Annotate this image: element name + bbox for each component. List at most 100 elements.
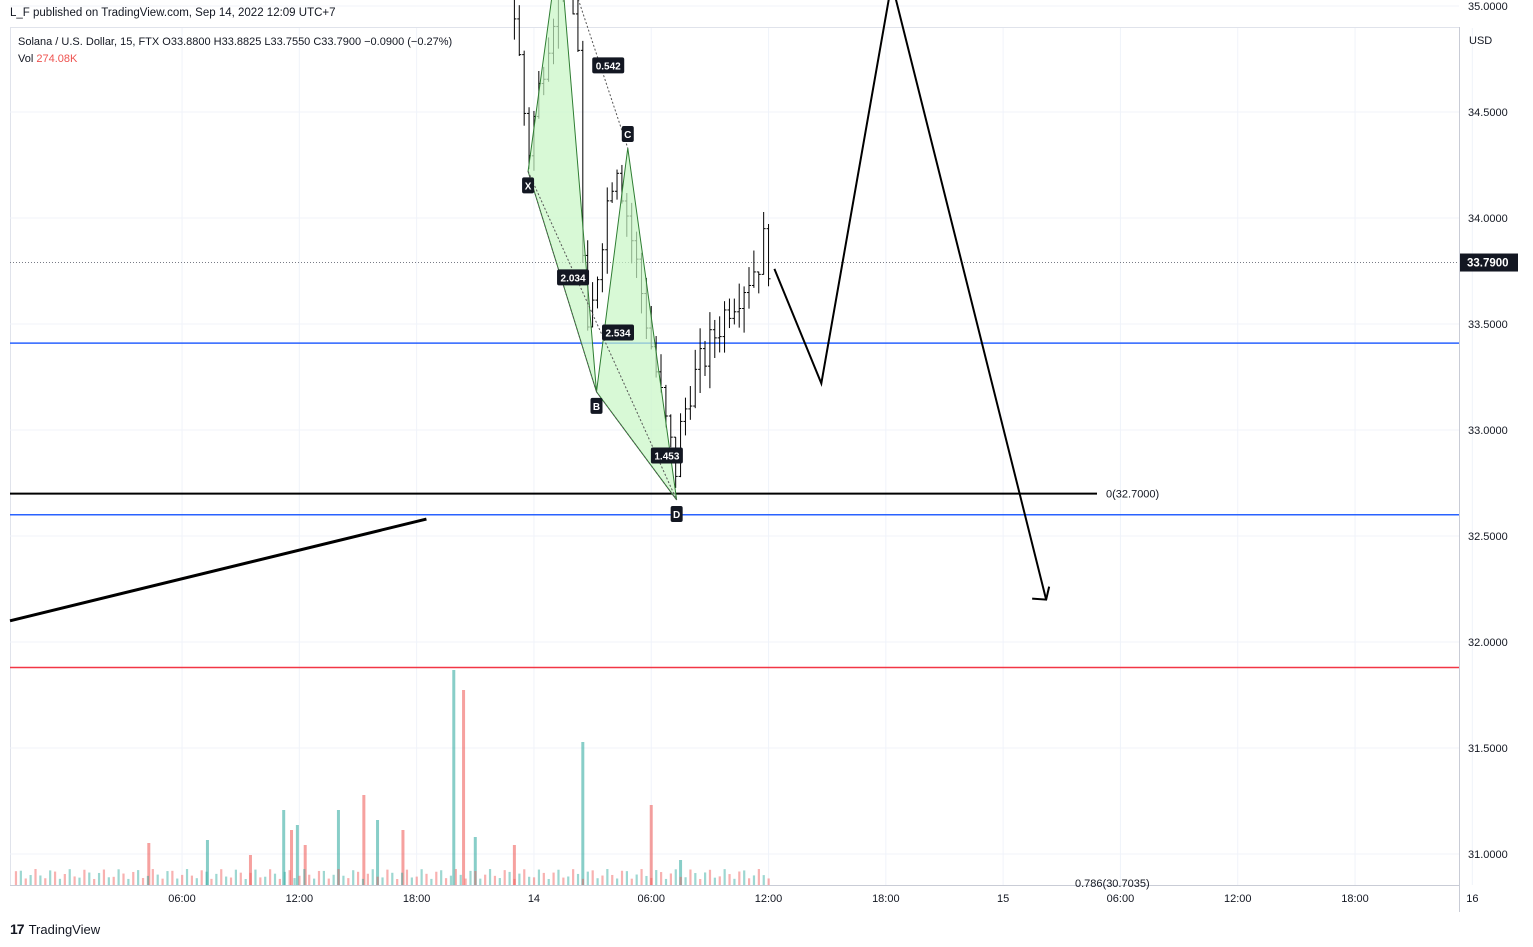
volume-bar <box>376 876 379 885</box>
volume-bar <box>244 878 247 885</box>
volume-bar <box>459 874 462 885</box>
volume-bar <box>620 870 624 885</box>
volume-bar <box>200 870 203 885</box>
volume-bar <box>248 855 252 885</box>
volume-bar <box>581 742 585 885</box>
volume-bar <box>503 870 506 885</box>
time-tick-label: 18:00 <box>1341 893 1369 905</box>
volume-bar <box>674 869 677 885</box>
pattern-ratio-badge <box>650 447 683 464</box>
volume-bar <box>400 872 404 885</box>
time-tick-label: 16 <box>1466 893 1478 905</box>
pattern-point-label: C <box>624 130 631 141</box>
volume-bar <box>58 878 62 885</box>
volume-bar <box>625 871 629 885</box>
volume-bar <box>767 878 770 885</box>
pattern-ratio-badge <box>602 324 635 341</box>
volume-bar <box>567 876 570 885</box>
volume-bar <box>518 873 521 885</box>
volume-bar <box>572 869 575 885</box>
volume-bar <box>181 874 184 885</box>
time-tick-label: 18:00 <box>403 893 431 905</box>
volume-bar <box>102 869 106 885</box>
volume-bar <box>718 876 721 885</box>
volume-bar <box>190 875 194 885</box>
volume-bar <box>68 869 71 885</box>
volume-bar <box>366 873 369 885</box>
pattern-point-badge <box>670 505 683 522</box>
time-tick-label: 12:00 <box>1224 893 1252 905</box>
volume-bar <box>117 869 120 885</box>
volume-bar <box>88 872 91 885</box>
pattern-ratio-label: 0.542 <box>596 61 621 72</box>
volume-bar <box>689 869 692 885</box>
volume-bar <box>73 876 76 885</box>
volume-bar <box>586 871 589 885</box>
time-tick-label: 18:00 <box>872 893 900 905</box>
volume-bar <box>664 878 668 885</box>
volume-bar <box>684 877 687 885</box>
volume-bar <box>655 870 658 885</box>
last-price-badge <box>1460 253 1518 272</box>
last-price-label: 33.7900 <box>1467 258 1509 270</box>
volume-bar <box>19 870 22 885</box>
volume-bar <box>484 874 487 885</box>
volume-bar <box>650 877 653 885</box>
volume-bar <box>347 878 350 885</box>
volume-bar <box>537 869 541 885</box>
pattern-point-badge <box>621 126 634 143</box>
volume-bar <box>606 869 609 885</box>
volume-bar <box>195 878 198 885</box>
volume-bar <box>513 878 516 885</box>
volume-bar <box>278 878 281 885</box>
volume-bar <box>738 871 741 885</box>
volume-bar <box>401 830 405 885</box>
volume-bar <box>229 877 233 885</box>
volume-bar <box>679 876 682 885</box>
time-tick-label: 06:00 <box>1107 893 1135 905</box>
time-tick-label: 12:00 <box>755 893 783 905</box>
volume-bar <box>166 871 169 885</box>
volume-bar <box>430 878 433 885</box>
volume-bar <box>34 869 37 885</box>
pattern-point-label: B <box>593 402 600 413</box>
volume-bar <box>747 878 751 885</box>
volume-bar <box>640 869 643 885</box>
volume-bar <box>290 830 294 885</box>
volume-bar <box>156 874 159 885</box>
chart-legend: Solana / U.S. Dollar, 15, FTX O33.8800 H… <box>18 34 452 68</box>
symbol-line: Solana / U.S. Dollar, 15, FTX O33.8800 H… <box>18 36 453 48</box>
volume-bar <box>473 837 477 885</box>
volume-bar <box>44 878 47 885</box>
chart-pane[interactable] <box>10 27 1459 886</box>
volume-bar <box>415 876 418 885</box>
pattern-point-label: X <box>525 181 532 192</box>
volume-bar <box>405 869 409 885</box>
price-tick-label: 35.0000 <box>1468 1 1508 13</box>
volume-bar <box>127 878 130 885</box>
volume-bar <box>132 871 135 885</box>
tradingview-footer[interactable]: 17 TradingView <box>10 921 100 937</box>
volume-bar <box>317 870 321 885</box>
volume-bar <box>462 690 466 885</box>
volume-bar <box>29 875 32 885</box>
price-tick-label: 32.0000 <box>1468 637 1508 649</box>
pattern-ratio-line <box>527 171 597 392</box>
volume-bar <box>512 845 516 885</box>
pattern-ratio-line <box>577 0 629 149</box>
volume-bar <box>440 870 443 885</box>
fib-level-label: 0(32.7000) <box>1106 489 1159 501</box>
volume-bar <box>464 878 467 885</box>
time-axis[interactable] <box>10 885 1459 913</box>
volume-bar <box>112 876 115 885</box>
price-tick-label: 33.0000 <box>1468 425 1508 437</box>
volume-bar <box>498 878 501 885</box>
volume-bar <box>488 869 492 885</box>
volume-bar <box>728 874 731 885</box>
volume-bar <box>601 875 604 885</box>
volume-bar <box>295 825 299 885</box>
volume-bar <box>528 876 531 885</box>
price-axis[interactable] <box>1459 27 1533 912</box>
volume-bar <box>547 878 550 885</box>
